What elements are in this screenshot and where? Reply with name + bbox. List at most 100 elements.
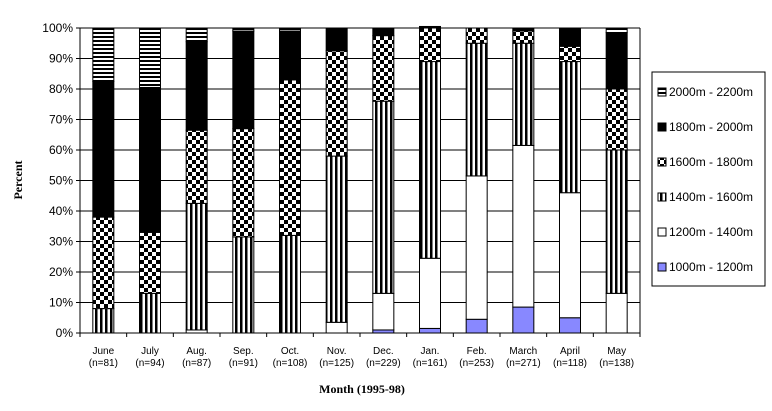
bar-segment xyxy=(232,30,255,130)
bar-segment xyxy=(92,27,115,82)
legend: 2000m - 2200m 1800m - 2000m 1600m - 1800m 1… xyxy=(651,71,766,287)
bar-segment xyxy=(185,41,208,131)
x-tick-sample-size: (n=94) xyxy=(135,358,164,369)
bar-segment xyxy=(325,155,348,323)
x-tick-sample-size: (n=108) xyxy=(273,358,308,369)
bar-segment xyxy=(559,27,581,47)
bar-segment xyxy=(139,292,161,334)
bar-segment xyxy=(559,61,581,194)
bar-segment xyxy=(605,149,628,294)
bar-segment xyxy=(279,27,301,32)
legend-label: 1800m - 2000m xyxy=(669,120,753,134)
bar-segment xyxy=(605,292,628,334)
bar-segment xyxy=(465,175,488,320)
x-tick-label: Sep. xyxy=(233,346,254,357)
legend-box xyxy=(651,71,766,287)
bar-segment xyxy=(372,27,395,37)
bar-segment xyxy=(605,32,628,90)
bar-segment xyxy=(185,202,208,331)
x-tick-label: March xyxy=(509,346,537,357)
bar-segment xyxy=(232,128,255,238)
bar-segment xyxy=(419,25,441,29)
x-axis-title: Month (1995-98) xyxy=(319,382,405,396)
bar-segment xyxy=(232,27,255,32)
bar-segment xyxy=(512,42,535,146)
bar-segment xyxy=(512,144,535,308)
bar-segment xyxy=(419,27,441,63)
legend-label: 1200m - 1400m xyxy=(669,225,753,239)
y-tick-label: 40% xyxy=(49,204,73,218)
legend-label: 1400m - 1600m xyxy=(669,190,753,204)
bar-segment xyxy=(512,30,535,44)
bar-segment xyxy=(279,30,301,81)
bar-segment xyxy=(139,86,161,233)
y-tick-label: 80% xyxy=(49,82,73,96)
legend-swatch xyxy=(657,87,667,97)
gridlines xyxy=(80,27,641,333)
bar-segment xyxy=(605,88,628,151)
x-tick-sample-size: (n=87) xyxy=(182,358,211,369)
bar-segment xyxy=(559,192,581,319)
x-tick-label: Jan. xyxy=(421,346,440,357)
x-tick-sample-size: (n=271) xyxy=(506,358,541,369)
x-tick-sample-size: (n=229) xyxy=(366,358,401,369)
x-tick-sample-size: (n=118) xyxy=(553,358,587,369)
bar-segment xyxy=(325,27,348,52)
bar-segment xyxy=(512,306,535,334)
x-tick-label: April xyxy=(560,346,580,357)
bar-segment xyxy=(325,50,348,157)
bar-segment xyxy=(185,27,208,43)
bar-segment xyxy=(139,231,161,294)
bar-segment xyxy=(92,308,115,334)
x-tick-label: Dec. xyxy=(373,346,394,357)
bar-segment xyxy=(419,257,441,329)
bar-segment xyxy=(559,317,581,334)
y-tick-label: 10% xyxy=(49,296,73,310)
legend-swatch xyxy=(657,227,667,237)
legend-label: 1000m - 1200m xyxy=(669,260,753,274)
bar-segment xyxy=(232,236,255,334)
x-tick-sample-size: (n=138) xyxy=(599,358,634,369)
bar-segment xyxy=(465,42,488,177)
y-tick-label: 30% xyxy=(49,235,73,249)
x-tick-sample-size: (n=81) xyxy=(89,358,118,369)
axes: 0%10%20%30%40%50%60%70%80%90%100%June(n=… xyxy=(42,21,641,369)
bar-segment xyxy=(279,234,301,334)
legend-label: 1600m - 1800m xyxy=(669,155,753,169)
bar-segment xyxy=(139,27,161,88)
y-tick-label: 100% xyxy=(42,21,73,35)
x-tick-sample-size: (n=91) xyxy=(229,358,258,369)
bar-segment xyxy=(372,100,395,294)
bar-segment xyxy=(465,318,488,334)
bar-segment xyxy=(465,27,488,44)
bar-segment xyxy=(559,45,581,63)
y-axis-title: Percent xyxy=(11,160,25,199)
y-tick-label: 90% xyxy=(49,52,73,66)
x-tick-label: June xyxy=(92,346,114,357)
legend-swatch xyxy=(657,122,667,132)
bar-segment xyxy=(372,292,395,331)
bar-segment xyxy=(605,27,628,34)
bar-segment xyxy=(185,129,208,204)
x-tick-label: Aug. xyxy=(186,346,207,357)
x-tick-label: July xyxy=(141,346,159,357)
bar-segment xyxy=(325,321,348,334)
bar-segment xyxy=(419,61,441,259)
x-tick-sample-size: (n=253) xyxy=(459,358,494,369)
bar-segment xyxy=(419,327,441,334)
x-tick-sample-size: (n=161) xyxy=(413,358,448,369)
bar-segment xyxy=(92,216,115,310)
bar-segment xyxy=(92,80,115,218)
bar-segment xyxy=(372,35,395,102)
legend-swatch xyxy=(657,262,667,272)
y-tick-label: 20% xyxy=(49,265,73,279)
x-tick-label: Nov. xyxy=(327,346,347,357)
legend-swatch xyxy=(657,157,667,167)
y-tick-label: 0% xyxy=(56,326,74,340)
x-tick-label: Feb. xyxy=(467,346,487,357)
x-tick-label: May xyxy=(607,346,626,357)
y-tick-label: 70% xyxy=(49,113,73,127)
y-tick-label: 50% xyxy=(49,174,73,188)
legend-label: 2000m - 2200m xyxy=(669,85,753,99)
